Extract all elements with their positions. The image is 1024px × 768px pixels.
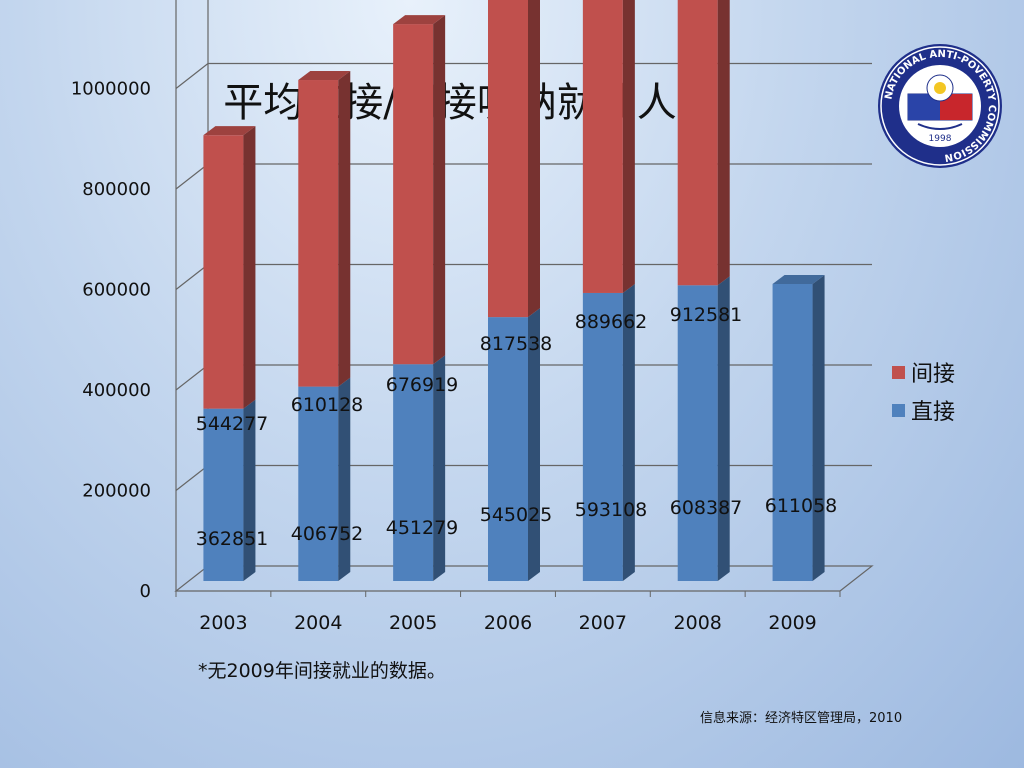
bar-direct-2004-front <box>298 386 339 581</box>
legend-swatch-direct <box>892 403 905 417</box>
bar-direct-2005 <box>393 355 446 581</box>
footnote: *无2009年间接就业的数据。 <box>198 660 446 682</box>
bar-direct-2004-side <box>338 377 351 581</box>
data-label-indirect: 912581 <box>670 304 743 326</box>
bar-direct-2005-side <box>433 355 446 581</box>
data-label-indirect: 889662 <box>575 311 648 333</box>
x-tick-label: 2006 <box>484 612 532 634</box>
bar-indirect-2003-side <box>243 126 256 409</box>
data-label-indirect: 610128 <box>291 394 364 416</box>
legend-item-indirect: 间接 <box>892 353 955 391</box>
bar-indirect-2006 <box>488 0 540 318</box>
bar-direct-2008-front <box>677 285 718 581</box>
bar-direct-2008 <box>677 276 730 581</box>
chart-floor <box>174 565 874 592</box>
bar-indirect-2005-top <box>393 15 446 25</box>
y-tick-label: 0 <box>140 581 151 602</box>
x-tick-label: 2009 <box>768 612 816 634</box>
bar-direct-2003-side <box>243 399 256 581</box>
anti-poverty-commission-seal: NATIONAL ANTI-POVERTY COMMISSION 1998 <box>878 44 1002 168</box>
bar-indirect-2004-top <box>298 71 351 81</box>
data-label-indirect: 817538 <box>480 333 553 355</box>
bar-indirect-2006-side <box>528 0 540 318</box>
bar-indirect-2008-front <box>677 0 718 286</box>
bar-direct-2005-front <box>393 364 434 581</box>
bar-indirect-2005-front <box>393 24 434 365</box>
bar-direct-2007-front <box>582 292 623 581</box>
y-tick-label: 600000 <box>82 280 151 301</box>
bar-direct-2007-side <box>622 283 635 581</box>
bar-indirect-2006-front <box>488 0 528 318</box>
legend-label-indirect: 间接 <box>911 362 956 387</box>
gridline-side <box>175 163 209 190</box>
source-note: 信息来源：经济特区管理局，2010 <box>700 711 903 726</box>
bar-direct-2009-front <box>772 283 813 581</box>
x-tick-label: 2004 <box>294 612 342 634</box>
data-label-direct: 362851 <box>196 528 269 550</box>
x-tick-label: 2007 <box>579 612 627 634</box>
data-label-direct: 545025 <box>480 504 553 526</box>
data-label-direct: 608387 <box>670 497 743 519</box>
bar-direct-2009 <box>772 274 825 581</box>
gridline-side <box>175 264 209 290</box>
bar-indirect-2008 <box>677 0 730 286</box>
data-label-indirect: 676919 <box>386 374 459 396</box>
chart-legend: 间接 直接 <box>892 353 955 429</box>
bar-direct-2006-front <box>488 317 528 581</box>
seal-year: 1998 <box>929 134 952 144</box>
y-tick-label: 200000 <box>82 481 151 502</box>
bar-direct-2003-front <box>203 408 244 581</box>
bar-indirect-2004-side <box>338 71 351 387</box>
legend-item-direct: 直接 <box>892 391 955 429</box>
bar-indirect-2007-side <box>622 0 635 293</box>
gridline-side <box>175 364 209 391</box>
bar-direct-2009-side <box>812 274 825 581</box>
x-tick-label: 2005 <box>389 612 437 634</box>
bar-direct-2006-side <box>528 308 540 581</box>
legend-label-direct: 直接 <box>911 400 956 425</box>
bar-indirect-2007 <box>582 0 635 293</box>
bar-direct-2006 <box>488 308 540 581</box>
bar-direct-2008-side <box>717 276 730 581</box>
bar-indirect-2005-side <box>433 15 446 365</box>
data-label-direct: 593108 <box>575 499 648 521</box>
bar-indirect-2004 <box>298 71 351 387</box>
y-tick-label: 1000000 <box>71 79 151 100</box>
y-tick-label: 400000 <box>82 380 151 401</box>
data-label-direct: 611058 <box>765 495 838 517</box>
bar-indirect-2005 <box>393 15 446 365</box>
bar-indirect-2008-side <box>717 0 730 286</box>
bar-direct-2004 <box>298 377 351 581</box>
bar-direct-2003 <box>203 399 256 581</box>
y-tick-label: 800000 <box>82 179 151 200</box>
bar-direct-2007 <box>582 283 635 581</box>
x-tick-label: 2008 <box>674 612 722 634</box>
bar-direct-2009-top <box>772 274 825 284</box>
data-label-direct: 451279 <box>386 517 459 539</box>
bar-indirect-2007-front <box>582 0 623 293</box>
legend-swatch-indirect <box>892 365 905 379</box>
gridline-side <box>175 63 209 89</box>
bar-indirect-2003-front <box>203 135 244 409</box>
x-tick-label: 2003 <box>199 612 247 634</box>
bar-indirect-2003 <box>203 126 256 409</box>
bar-indirect-2004-front <box>298 80 339 387</box>
gridline-side <box>175 465 209 491</box>
data-label-indirect: 544277 <box>196 413 269 435</box>
data-label-direct: 406752 <box>291 523 364 545</box>
bar-indirect-2003-top <box>203 126 256 136</box>
